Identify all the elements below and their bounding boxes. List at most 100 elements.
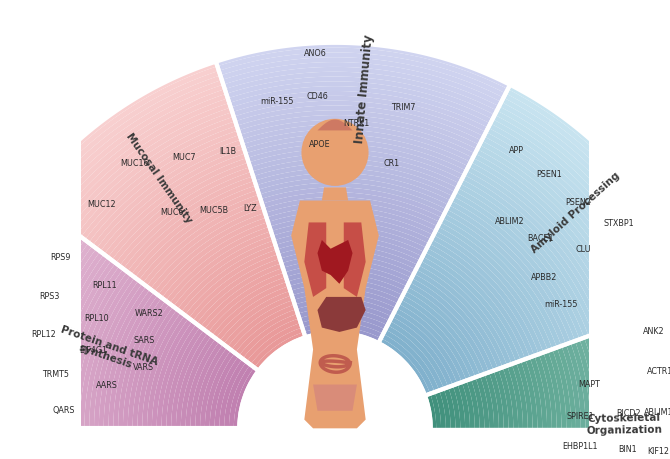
Polygon shape: [104, 290, 154, 428]
Polygon shape: [634, 318, 658, 459]
Polygon shape: [70, 269, 127, 428]
Polygon shape: [289, 280, 403, 300]
Polygon shape: [223, 296, 293, 347]
Polygon shape: [466, 379, 480, 459]
Polygon shape: [254, 332, 306, 370]
Polygon shape: [42, 81, 223, 211]
Polygon shape: [166, 327, 204, 428]
Polygon shape: [292, 289, 399, 308]
Polygon shape: [0, 217, 58, 428]
Polygon shape: [507, 364, 523, 459]
Polygon shape: [444, 210, 566, 346]
Text: KIF12: KIF12: [647, 447, 669, 455]
Polygon shape: [396, 304, 466, 382]
Polygon shape: [580, 338, 600, 459]
Polygon shape: [112, 163, 250, 263]
Polygon shape: [181, 246, 277, 315]
Polygon shape: [212, 282, 289, 339]
Text: NTRK1: NTRK1: [343, 119, 370, 128]
Polygon shape: [616, 325, 639, 459]
Text: TRMT5: TRMT5: [42, 369, 69, 379]
Text: ANO6: ANO6: [304, 49, 327, 57]
Text: miR-155: miR-155: [544, 299, 578, 308]
Polygon shape: [416, 266, 507, 368]
Polygon shape: [379, 338, 430, 396]
Text: SARS: SARS: [134, 335, 155, 344]
Polygon shape: [304, 223, 326, 297]
Polygon shape: [244, 135, 468, 171]
Polygon shape: [235, 106, 482, 146]
Polygon shape: [0, 200, 35, 428]
Polygon shape: [418, 261, 512, 366]
Polygon shape: [297, 308, 390, 325]
Polygon shape: [286, 270, 407, 291]
Text: CR1: CR1: [383, 159, 399, 168]
Wedge shape: [239, 332, 431, 457]
Polygon shape: [453, 384, 465, 459]
Polygon shape: [135, 190, 259, 281]
Polygon shape: [299, 313, 387, 330]
Polygon shape: [147, 204, 263, 290]
Polygon shape: [502, 366, 518, 459]
Polygon shape: [470, 158, 620, 326]
Polygon shape: [249, 150, 462, 184]
Polygon shape: [161, 324, 200, 428]
Polygon shape: [35, 72, 220, 206]
Polygon shape: [228, 82, 492, 124]
Text: PSEN2: PSEN2: [565, 197, 592, 206]
Polygon shape: [448, 386, 460, 459]
Polygon shape: [401, 296, 476, 379]
Polygon shape: [0, 226, 70, 428]
Polygon shape: [296, 303, 392, 321]
Polygon shape: [80, 275, 135, 428]
Polygon shape: [21, 241, 88, 428]
Polygon shape: [453, 193, 584, 340]
Polygon shape: [420, 257, 516, 364]
Polygon shape: [133, 307, 177, 428]
Polygon shape: [414, 270, 502, 369]
Polygon shape: [460, 180, 598, 335]
Polygon shape: [383, 330, 439, 392]
Polygon shape: [220, 291, 292, 344]
Polygon shape: [154, 213, 267, 295]
Polygon shape: [230, 92, 488, 133]
Polygon shape: [436, 227, 548, 353]
Polygon shape: [561, 345, 581, 459]
Text: IL1B: IL1B: [220, 146, 237, 156]
Text: APOE: APOE: [310, 140, 331, 149]
Polygon shape: [127, 181, 256, 275]
Polygon shape: [229, 365, 254, 428]
Polygon shape: [552, 348, 571, 459]
Polygon shape: [0, 223, 66, 428]
Polygon shape: [251, 328, 304, 368]
Polygon shape: [174, 236, 274, 310]
Polygon shape: [643, 315, 667, 459]
Polygon shape: [88, 136, 241, 246]
Polygon shape: [405, 287, 484, 376]
Polygon shape: [456, 189, 588, 338]
Polygon shape: [208, 278, 287, 336]
Polygon shape: [262, 193, 442, 223]
Polygon shape: [503, 94, 670, 302]
Polygon shape: [241, 125, 473, 163]
Polygon shape: [96, 145, 244, 252]
Polygon shape: [247, 323, 302, 365]
Polygon shape: [119, 172, 253, 269]
Polygon shape: [165, 227, 271, 304]
Polygon shape: [466, 167, 611, 330]
Polygon shape: [58, 99, 229, 223]
Polygon shape: [152, 319, 192, 428]
Polygon shape: [488, 124, 657, 313]
Polygon shape: [480, 141, 639, 320]
Polygon shape: [381, 334, 435, 394]
Text: Cytoskeletal
Organization: Cytoskeletal Organization: [586, 412, 662, 435]
Text: APBB2: APBB2: [531, 272, 557, 281]
Polygon shape: [246, 140, 466, 176]
Polygon shape: [462, 381, 475, 459]
Polygon shape: [280, 251, 416, 274]
Polygon shape: [113, 295, 162, 428]
Polygon shape: [0, 428, 670, 459]
Polygon shape: [548, 349, 566, 459]
Polygon shape: [94, 284, 147, 428]
Polygon shape: [73, 118, 235, 235]
